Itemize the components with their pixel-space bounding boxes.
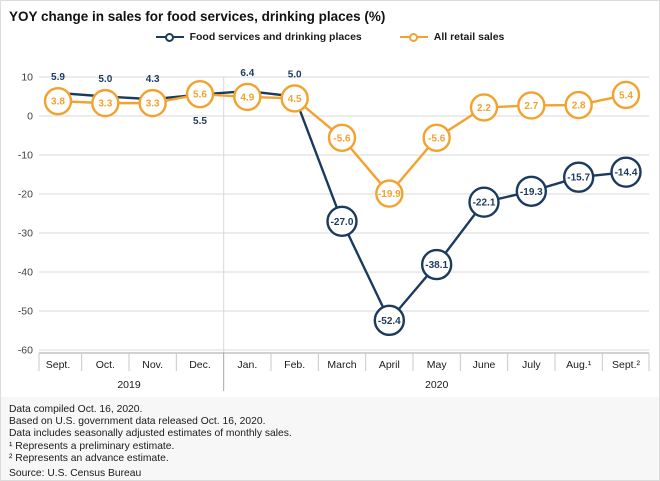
svg-text:-20: -20 xyxy=(18,189,33,201)
svg-text:June: June xyxy=(473,359,496,371)
svg-text:-22.1: -22.1 xyxy=(473,198,496,209)
svg-text:2.7: 2.7 xyxy=(524,101,538,112)
svg-text:-19.3: -19.3 xyxy=(520,187,543,198)
legend-item-food-services: Food services and drinking places xyxy=(155,31,362,44)
legend-label: All retail sales xyxy=(433,31,505,44)
svg-text:Sept.: Sept. xyxy=(46,359,71,371)
svg-text:April: April xyxy=(379,359,400,371)
svg-text:-15.7: -15.7 xyxy=(567,173,590,184)
svg-text:Dec.: Dec. xyxy=(189,359,211,371)
y-axis-labels: 10 0 -10 -20 -30 -40 -50 -60 xyxy=(18,72,33,357)
line-circle-marker-icon xyxy=(399,31,428,43)
footnote-line: Based on U.S. government data released O… xyxy=(9,416,266,428)
svg-text:Oct.: Oct. xyxy=(96,359,115,371)
svg-text:March: March xyxy=(327,359,356,371)
svg-text:Feb.: Feb. xyxy=(284,359,305,371)
svg-text:-30: -30 xyxy=(18,228,33,240)
footnote-line: ² Represents an advance estimate. xyxy=(9,452,169,464)
svg-text:-38.1: -38.1 xyxy=(425,260,448,271)
footnote-line: Data compiled Oct. 16, 2020. xyxy=(9,404,143,416)
svg-text:4.3: 4.3 xyxy=(146,74,160,85)
svg-text:-5.6: -5.6 xyxy=(333,134,351,145)
svg-text:2.2: 2.2 xyxy=(477,103,491,114)
page-title: YOY change in sales for food services, d… xyxy=(9,9,386,24)
svg-text:-5.6: -5.6 xyxy=(428,134,446,145)
svg-text:5.0: 5.0 xyxy=(98,74,112,85)
svg-text:3.3: 3.3 xyxy=(146,99,160,110)
legend-item-all-retail: All retail sales xyxy=(399,31,505,44)
line-circle-marker-icon xyxy=(155,31,184,43)
footnote-line: ¹ Represents a preliminary estimate. xyxy=(9,440,175,452)
svg-text:0: 0 xyxy=(27,111,33,123)
footnote-line: Data includes seasonally adjusted estima… xyxy=(9,428,292,440)
svg-text:5.9: 5.9 xyxy=(51,72,65,83)
svg-text:2019: 2019 xyxy=(117,379,141,391)
source-line: Source: U.S. Census Bureau xyxy=(9,467,142,479)
svg-text:-40: -40 xyxy=(18,267,33,279)
svg-text:5.4: 5.4 xyxy=(619,91,633,102)
svg-text:5.6: 5.6 xyxy=(193,90,207,101)
svg-text:3.8: 3.8 xyxy=(51,97,65,108)
x-axis: Sept. Oct. Nov. Dec. Jan. Feb. March April May Ju… xyxy=(38,77,650,392)
svg-text:-10: -10 xyxy=(18,150,33,162)
svg-text:-52.4: -52.4 xyxy=(378,316,401,327)
svg-text:Nov.: Nov. xyxy=(142,359,163,371)
legend: Food services and drinking places All re… xyxy=(9,31,651,43)
svg-text:5.0: 5.0 xyxy=(288,70,302,81)
series-all-retail: 3.8 3.3 3.3 5.6 4.9 4.5 -5.6 -19.9 -5.6 2.2 2.7 2.8… xyxy=(43,80,641,208)
svg-text:4.5: 4.5 xyxy=(288,94,302,105)
svg-text:Aug.¹: Aug.¹ xyxy=(566,359,592,371)
food-services-point-labels: 5.9 5.0 4.3 5.5 6.4 5.0 -27.0 -52.4 -38.1 -22.1 -1… xyxy=(51,68,642,337)
legend-label: Food services and drinking places xyxy=(189,31,362,44)
svg-text:-19.9: -19.9 xyxy=(378,189,401,200)
svg-text:10: 10 xyxy=(21,72,33,84)
line-chart-area: 10 0 -10 -20 -30 -40 -50 -60 Sept. Oct. Nov. Dec. Ja… xyxy=(9,47,651,393)
svg-text:Jan.: Jan. xyxy=(237,359,257,371)
svg-text:May: May xyxy=(427,359,448,371)
footnotes: Data compiled Oct. 16, 2020. Based on U.… xyxy=(1,397,659,480)
svg-text:2.8: 2.8 xyxy=(572,101,586,112)
svg-text:-60: -60 xyxy=(18,345,33,357)
yoy-line-chart: 10 0 -10 -20 -30 -40 -50 -60 Sept. Oct. Nov. Dec. Ja… xyxy=(18,68,650,392)
svg-text:4.9: 4.9 xyxy=(240,93,254,104)
svg-text:-50: -50 xyxy=(18,306,33,318)
svg-text:Sept.²: Sept.² xyxy=(612,359,641,371)
svg-text:6.4: 6.4 xyxy=(240,68,254,79)
svg-text:-27.0: -27.0 xyxy=(331,217,354,228)
svg-text:-14.4: -14.4 xyxy=(615,168,638,179)
svg-text:3.3: 3.3 xyxy=(98,99,112,110)
svg-text:July: July xyxy=(522,359,541,371)
svg-text:5.5: 5.5 xyxy=(193,116,207,127)
svg-text:2020: 2020 xyxy=(425,379,449,391)
